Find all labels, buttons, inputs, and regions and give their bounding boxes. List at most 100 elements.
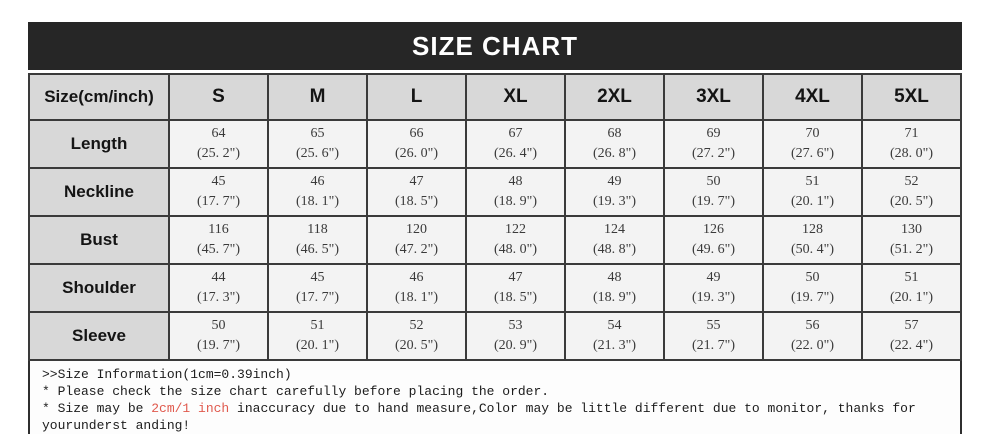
- cm-value: 46: [310, 174, 325, 189]
- cm-value: 55: [706, 318, 721, 333]
- neckline-xl-cell: 48 (18. 9"): [465, 167, 566, 217]
- sleeve-s-cell: 50 (19. 7"): [168, 311, 269, 361]
- bust-5xl-cell: 130 (51. 2"): [861, 215, 962, 265]
- column-header-3xl: 3XL: [663, 73, 764, 121]
- inch-value: (17. 7"): [196, 194, 241, 209]
- table-row-shoulder: Shoulder 44 (17. 3") 45 (17. 7") 46 (18. 1"…: [28, 263, 962, 313]
- length-5xl-cell: 71 (28. 0"): [861, 119, 962, 169]
- inch-value: (20. 5"): [394, 338, 439, 353]
- cm-value: 65: [310, 126, 325, 141]
- inch-value: (28. 0"): [889, 146, 934, 161]
- inch-value: (50. 4"): [790, 242, 835, 257]
- inch-value: (18. 9"): [592, 290, 637, 305]
- shoulder-4xl-cell: 50 (19. 7"): [762, 263, 863, 313]
- length-l-cell: 66 (26. 0"): [366, 119, 467, 169]
- cm-value: 47: [409, 174, 424, 189]
- sleeve-5xl-cell: 57 (22. 4"): [861, 311, 962, 361]
- cm-value: 51: [310, 318, 325, 333]
- inch-value: (48. 0"): [493, 242, 538, 257]
- note-inaccuracy-suffix: inaccuracy due to hand measure,Color may…: [229, 401, 916, 416]
- cm-value: 116: [208, 222, 229, 237]
- table-row-sleeve: Sleeve 50 (19. 7") 51 (20. 1") 52 (20. 5") …: [28, 311, 962, 361]
- bust-m-cell: 118 (46. 5"): [267, 215, 368, 265]
- cm-value: 67: [508, 126, 523, 141]
- neckline-5xl-cell: 52 (20. 5"): [861, 167, 962, 217]
- inch-value: (17. 7"): [295, 290, 340, 305]
- inch-value: (20. 1"): [790, 194, 835, 209]
- size-chart-title: SIZE CHART: [412, 30, 578, 61]
- shoulder-xl-cell: 47 (18. 5"): [465, 263, 566, 313]
- inch-value: (25. 2"): [196, 146, 241, 161]
- cm-value: 46: [409, 270, 424, 285]
- neckline-l-cell: 47 (18. 5"): [366, 167, 467, 217]
- column-header-s: S: [168, 73, 269, 121]
- bust-l-cell: 120 (47. 2"): [366, 215, 467, 265]
- inch-value: (19. 7"): [691, 194, 736, 209]
- column-header-size-unit: Size(cm/inch): [28, 73, 170, 121]
- size-chart-title-bar: SIZE CHART: [28, 22, 962, 70]
- cm-value: 49: [607, 174, 622, 189]
- cm-value: 118: [307, 222, 328, 237]
- cm-value: 57: [904, 318, 919, 333]
- inch-value: (20. 5"): [889, 194, 934, 209]
- cm-value: 50: [805, 270, 820, 285]
- size-chart-panel: SIZE CHART Size(cm/inch) S M L XL 2XL 3X…: [28, 22, 962, 434]
- shoulder-5xl-cell: 51 (20. 1"): [861, 263, 962, 313]
- neckline-3xl-cell: 50 (19. 7"): [663, 167, 764, 217]
- cm-value: 54: [607, 318, 622, 333]
- cm-value: 52: [409, 318, 424, 333]
- neckline-2xl-cell: 49 (19. 3"): [564, 167, 665, 217]
- inch-value: (18. 1"): [295, 194, 340, 209]
- sleeve-4xl-cell: 56 (22. 0"): [762, 311, 863, 361]
- row-label-length: Length: [28, 119, 170, 169]
- inch-value: (19. 3"): [592, 194, 637, 209]
- inch-value: (18. 5"): [493, 290, 538, 305]
- size-notes-box: >>Size Information(1cm=0.39inch) * Pleas…: [28, 361, 962, 434]
- sleeve-m-cell: 51 (20. 1"): [267, 311, 368, 361]
- cm-value: 71: [904, 126, 919, 141]
- note-size-information: >>Size Information(1cm=0.39inch): [42, 367, 292, 382]
- shoulder-l-cell: 46 (18. 1"): [366, 263, 467, 313]
- cm-value: 45: [211, 174, 226, 189]
- inch-value: (21. 3"): [592, 338, 637, 353]
- inch-value: (25. 6"): [295, 146, 340, 161]
- cm-value: 130: [901, 222, 922, 237]
- cm-value: 124: [604, 222, 625, 237]
- shoulder-s-cell: 44 (17. 3"): [168, 263, 269, 313]
- table-row-bust: Bust 116 (45. 7") 118 (46. 5") 120 (47. 2")…: [28, 215, 962, 265]
- sleeve-3xl-cell: 55 (21. 7"): [663, 311, 764, 361]
- bust-xl-cell: 122 (48. 0"): [465, 215, 566, 265]
- cm-value: 69: [706, 126, 721, 141]
- inch-value: (22. 0"): [790, 338, 835, 353]
- column-header-xl: XL: [465, 73, 566, 121]
- shoulder-m-cell: 45 (17. 7"): [267, 263, 368, 313]
- length-s-cell: 64 (25. 2"): [168, 119, 269, 169]
- cm-value: 56: [805, 318, 820, 333]
- inch-value: (26. 4"): [493, 146, 538, 161]
- shoulder-2xl-cell: 48 (18. 9"): [564, 263, 665, 313]
- inch-value: (19. 7"): [196, 338, 241, 353]
- sleeve-l-cell: 52 (20. 5"): [366, 311, 467, 361]
- note-inaccuracy-prefix: * Size may be: [42, 401, 152, 416]
- neckline-s-cell: 45 (17. 7"): [168, 167, 269, 217]
- inch-value: (27. 2"): [691, 146, 736, 161]
- note-inaccuracy: * Size may be 2cm/1 inch inaccuracy due …: [42, 400, 950, 417]
- note-inaccuracy-highlight: 2cm/1 inch: [151, 401, 230, 416]
- cm-value: 48: [508, 174, 523, 189]
- bust-2xl-cell: 124 (48. 8"): [564, 215, 665, 265]
- length-xl-cell: 67 (26. 4"): [465, 119, 566, 169]
- length-m-cell: 65 (25. 6"): [267, 119, 368, 169]
- inch-value: (20. 1"): [889, 290, 934, 305]
- column-header-2xl: 2XL: [564, 73, 665, 121]
- table-row-neckline: Neckline 45 (17. 7") 46 (18. 1") 47 (18. 5"…: [28, 167, 962, 217]
- shoulder-3xl-cell: 49 (19. 3"): [663, 263, 764, 313]
- inch-value: (18. 9"): [493, 194, 538, 209]
- inch-value: (27. 6"): [790, 146, 835, 161]
- inch-value: (18. 5"): [394, 194, 439, 209]
- cm-value: 64: [211, 126, 226, 141]
- bust-4xl-cell: 128 (50. 4"): [762, 215, 863, 265]
- cm-value: 52: [904, 174, 919, 189]
- neckline-m-cell: 46 (18. 1"): [267, 167, 368, 217]
- size-table: Size(cm/inch) S M L XL 2XL 3XL 4XL 5XL L…: [28, 73, 962, 361]
